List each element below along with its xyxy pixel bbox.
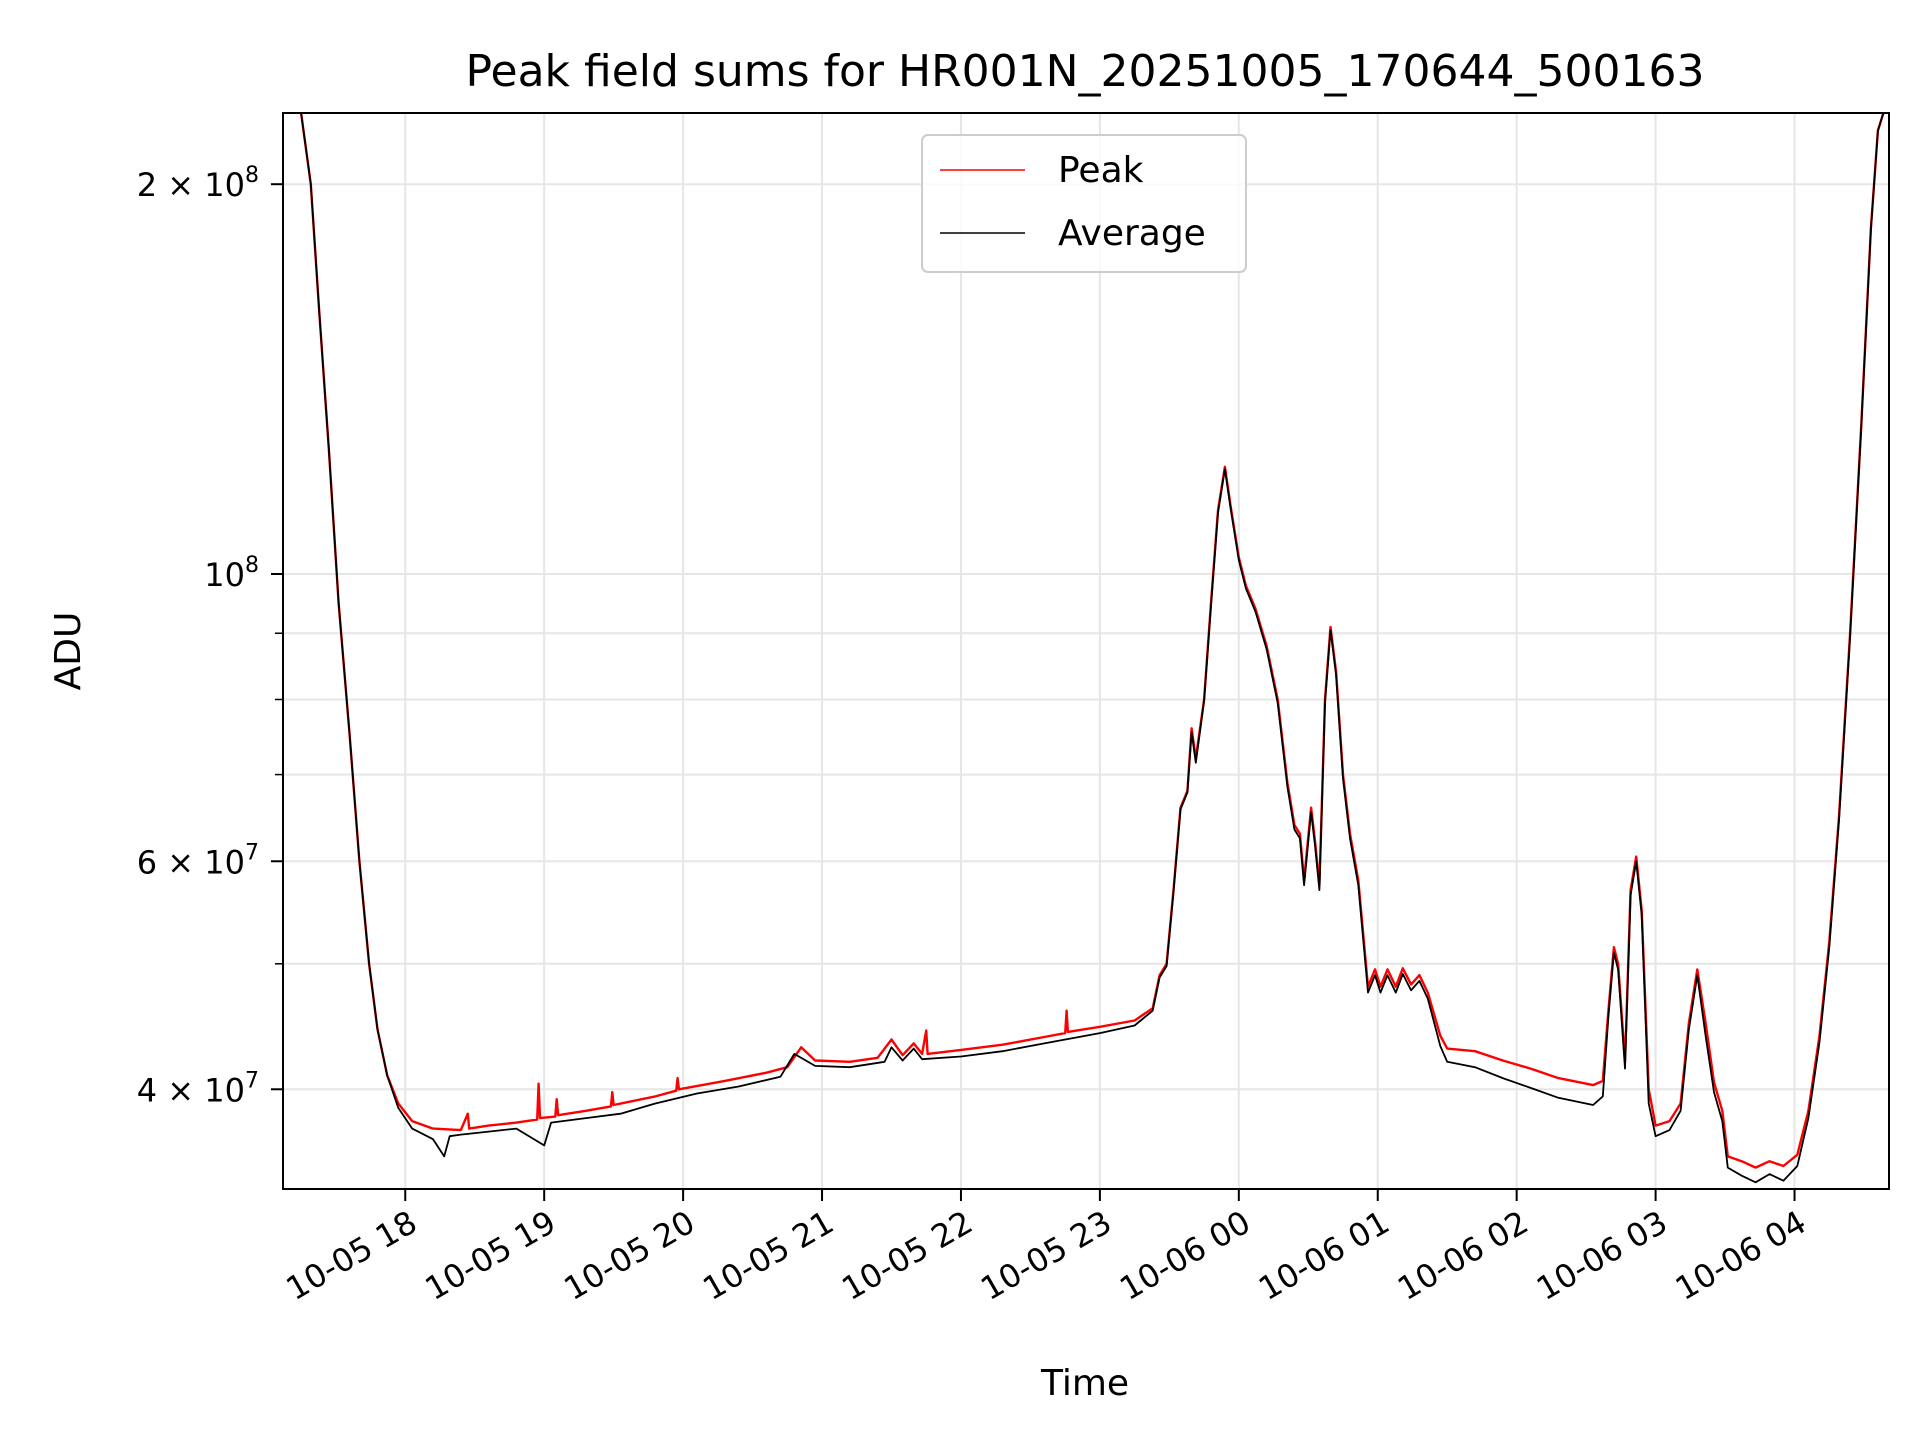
x-tick-label: 10-06 04 xyxy=(1669,1203,1813,1308)
y-axis-label: ADU xyxy=(48,612,89,691)
x-tick-label: 10-06 01 xyxy=(1252,1203,1396,1308)
x-axis-label: Time xyxy=(1040,1363,1129,1404)
series-line-average xyxy=(300,113,1885,1184)
x-tick-label: 10-05 18 xyxy=(280,1203,424,1308)
y-tick-label: 108 xyxy=(204,553,259,594)
y-axis-ticks: 4 × 107 6 × 107 108 2 × 108 xyxy=(137,163,283,1109)
x-tick-label: 10-06 03 xyxy=(1530,1203,1674,1308)
legend: Peak Average xyxy=(921,134,1247,273)
legend-label-average: Average xyxy=(1058,213,1206,254)
series-layer xyxy=(299,113,1885,1184)
x-tick-label: 10-05 21 xyxy=(696,1203,840,1308)
x-tick-label: 10-06 00 xyxy=(1113,1203,1257,1308)
x-tick-label: 10-06 02 xyxy=(1391,1203,1535,1308)
y-tick-label: 2 × 108 xyxy=(137,163,259,204)
plot-frame xyxy=(282,112,1890,1190)
chart-title: Peak field sums for HR001N_20251005_1706… xyxy=(466,46,1705,97)
y-tick-label: 4 × 107 xyxy=(137,1068,259,1109)
grid xyxy=(283,113,1889,1189)
y-tick-label: 6 × 107 xyxy=(137,840,259,881)
x-tick-label: 10-05 20 xyxy=(558,1203,702,1308)
x-tick-label: 10-05 23 xyxy=(974,1203,1118,1308)
x-tick-label: 10-05 22 xyxy=(835,1203,979,1308)
x-tick-label: 10-05 19 xyxy=(419,1203,563,1308)
legend-label-peak: Peak xyxy=(1058,150,1144,191)
